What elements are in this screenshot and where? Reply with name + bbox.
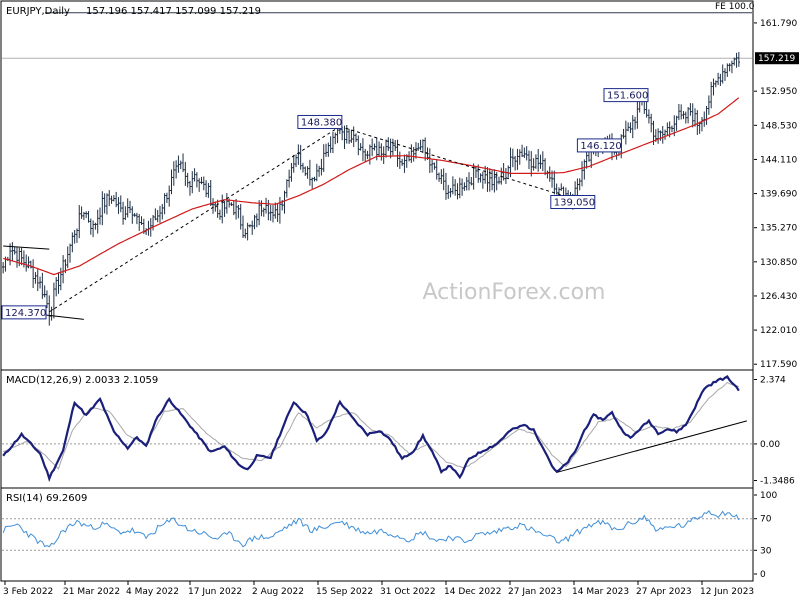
price-level-label: 148.380 <box>301 117 342 128</box>
current-price-label: 157.219 <box>758 54 795 64</box>
x-axis: 3 Feb 2022 21 Mar 2022 4 May 2022 17 Jun 20… <box>3 581 754 597</box>
x-tick-label: 14 Mar 2023 <box>572 587 629 597</box>
price-tick-label: 152.950 <box>760 87 797 97</box>
x-tick-label: 21 Mar 2022 <box>63 587 120 597</box>
macd-layer: 2.374 0.00 -1.3486 <box>2 375 795 487</box>
macd-tick-label: -1.3486 <box>760 477 795 487</box>
rsi-tick-label: 30 <box>760 546 772 556</box>
x-tick-label: 2 Aug 2022 <box>252 587 304 597</box>
price-tick-label: 144.110 <box>760 155 797 165</box>
price-level-label: 124.370 <box>5 308 46 319</box>
x-tick-label: 27 Apr 2023 <box>636 587 692 597</box>
fe-100-label: FE 100.0 <box>715 2 755 12</box>
x-tick-label: 4 May 2022 <box>126 587 179 597</box>
x-tick-label: 3 Feb 2022 <box>3 587 53 597</box>
rsi-layer: 100 70 30 0 <box>2 491 777 580</box>
x-tick-label: 12 Jun 2023 <box>700 587 754 597</box>
chart-title: EURJPY,Daily <box>6 6 70 17</box>
price-tick-label: 148.530 <box>760 121 797 131</box>
macd-title: MACD(12,26,9) 2.0033 2.1059 <box>6 375 158 386</box>
price-level-label-box <box>603 88 649 103</box>
price-level-label: 139.050 <box>554 198 595 209</box>
rsi-pane-frame <box>0 487 754 582</box>
price-level-label-box <box>550 195 596 210</box>
price-tick-label: 126.430 <box>760 292 797 302</box>
x-tick-label: 14 Dec 2022 <box>444 587 502 597</box>
macd-trendline <box>556 420 747 473</box>
rsi-tick-label: 100 <box>760 491 777 501</box>
price-tick-label: 161.790 <box>760 19 797 29</box>
price-level-label-box <box>1 305 47 320</box>
x-tick-label: 15 Sep 2022 <box>316 587 373 597</box>
watermark: ActionForex.com <box>423 280 606 305</box>
current-price-tag <box>755 52 799 65</box>
trendline-dashed <box>339 125 573 199</box>
rsi-tick-label: 70 <box>760 515 772 525</box>
price-level-label: 151.600 <box>607 91 648 102</box>
trendline-solid <box>3 245 50 250</box>
macd-tick-label: 2.374 <box>760 375 786 385</box>
price-tick-label: 122.010 <box>760 326 797 336</box>
price-tick-label: 117.590 <box>760 360 797 370</box>
trendline-dashed <box>49 126 341 313</box>
macd-tick-label: 0.00 <box>760 440 780 450</box>
price-tick-label: 139.690 <box>760 190 797 200</box>
price-tick-label: 135.270 <box>760 224 797 234</box>
price-level-label: 146.120 <box>580 141 621 152</box>
price-tick-label: 130.850 <box>760 258 797 268</box>
x-tick-label: 31 Oct 2022 <box>380 587 436 597</box>
price-pane-frame <box>0 0 754 371</box>
macd-signal-line <box>3 381 740 470</box>
ohlc-values: 157.196 157.417 157.099 157.219 <box>86 6 261 17</box>
macd-line <box>2 375 740 483</box>
x-tick-label: 17 Jun 2022 <box>188 587 242 597</box>
price-level-label-box <box>297 114 343 129</box>
price-level-label-box <box>576 138 622 153</box>
x-tick-label: 27 Jan 2023 <box>508 587 562 597</box>
moving-average-line <box>3 97 740 276</box>
rsi-line <box>2 509 740 548</box>
rsi-title: RSI(14) 69.2609 <box>6 493 87 504</box>
rsi-tick-label: 0 <box>760 570 766 580</box>
price-layer: 161.790 152.950 148.530 144.110 139.690 135.2… <box>1 2 799 370</box>
